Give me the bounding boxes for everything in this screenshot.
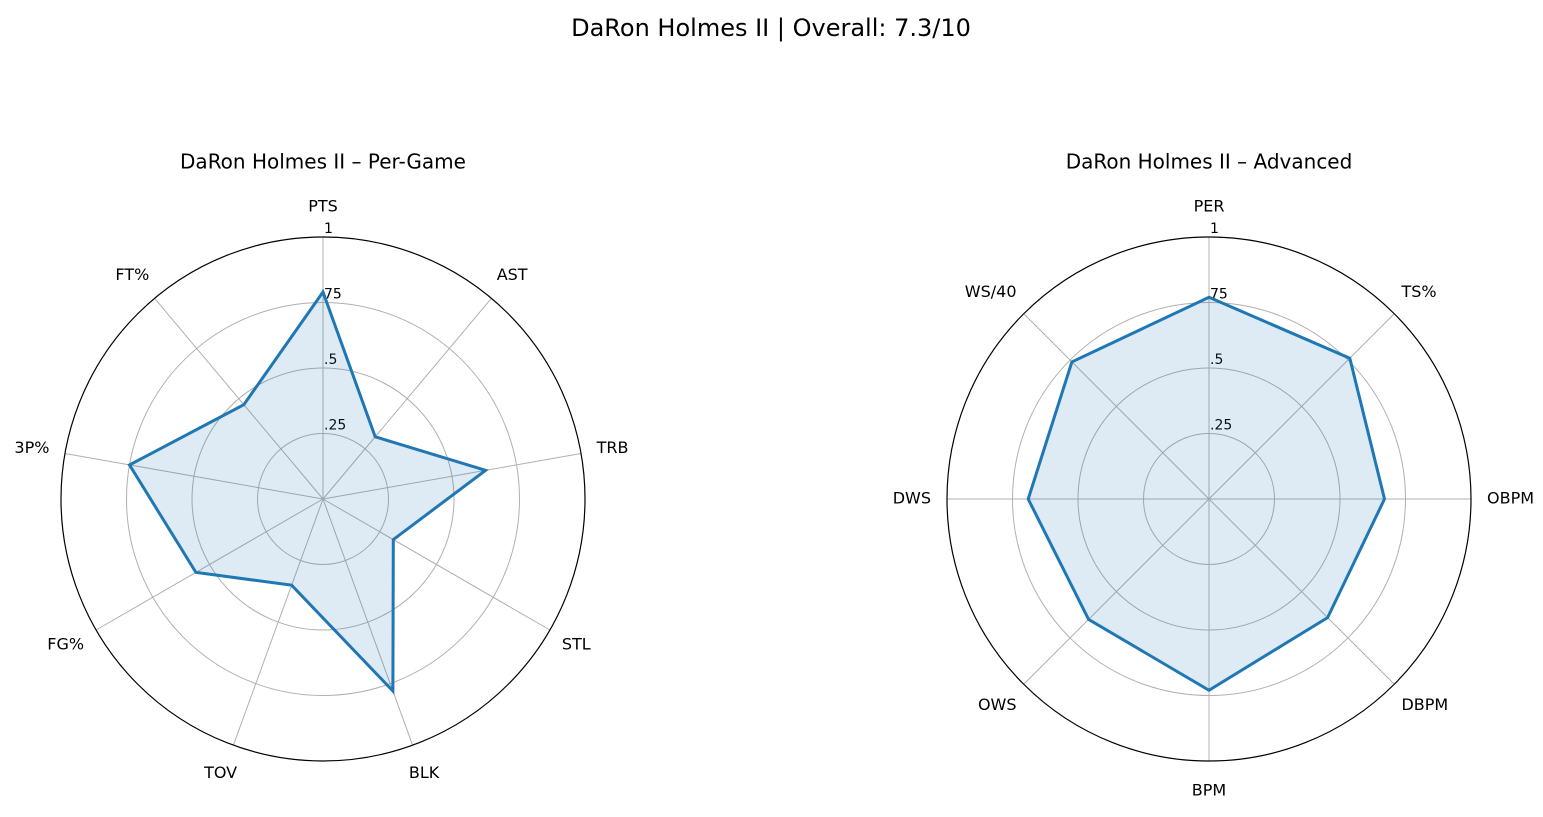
category-label: FG% bbox=[47, 635, 84, 654]
category-label: WS/40 bbox=[965, 282, 1017, 301]
radar-area bbox=[129, 292, 486, 691]
radar-line bbox=[1026, 295, 1387, 693]
category-label: OWS bbox=[978, 695, 1017, 714]
figure-title: DaRon Holmes II | Overall: 7.3/10 bbox=[571, 14, 971, 42]
grid-ring bbox=[191, 367, 455, 631]
grid-ring bbox=[126, 302, 520, 696]
category-label: TOV bbox=[203, 763, 237, 782]
radar-area bbox=[1028, 297, 1385, 691]
r-tick-label: .5 bbox=[1210, 352, 1223, 368]
r-tick-label: .25 bbox=[1210, 418, 1232, 434]
category-label: TS% bbox=[1400, 282, 1436, 301]
grid-ring bbox=[257, 433, 389, 565]
outer-ring bbox=[946, 236, 1472, 762]
category-label: BPM bbox=[1192, 781, 1226, 800]
category-label: TRB bbox=[596, 438, 629, 457]
category-label: PER bbox=[1194, 197, 1225, 216]
r-tick-label: 1 bbox=[1210, 221, 1219, 237]
category-label: DWS bbox=[893, 489, 931, 508]
grid-ring bbox=[1012, 302, 1406, 696]
category-label: 3P% bbox=[14, 438, 49, 457]
outer-ring bbox=[60, 236, 586, 762]
chart-title: DaRon Holmes II – Per-Game bbox=[180, 150, 466, 174]
category-label: FT% bbox=[115, 265, 149, 284]
category-label: OBPM bbox=[1487, 489, 1534, 508]
r-tick-label: 1 bbox=[324, 221, 333, 237]
category-label: PTS bbox=[308, 197, 338, 216]
r-tick-label: .25 bbox=[324, 418, 346, 434]
category-label: AST bbox=[497, 265, 528, 284]
r-tick-label: .5 bbox=[324, 352, 337, 368]
category-label: STL bbox=[562, 635, 591, 654]
r-tick-label: 75 bbox=[324, 287, 342, 303]
grid-ring bbox=[1143, 433, 1275, 565]
radar-line bbox=[127, 288, 489, 695]
category-label: BLK bbox=[409, 763, 440, 782]
category-label: DBPM bbox=[1401, 695, 1448, 714]
chart-title: DaRon Holmes II – Advanced bbox=[1066, 150, 1353, 174]
grid-ring bbox=[1077, 367, 1341, 631]
